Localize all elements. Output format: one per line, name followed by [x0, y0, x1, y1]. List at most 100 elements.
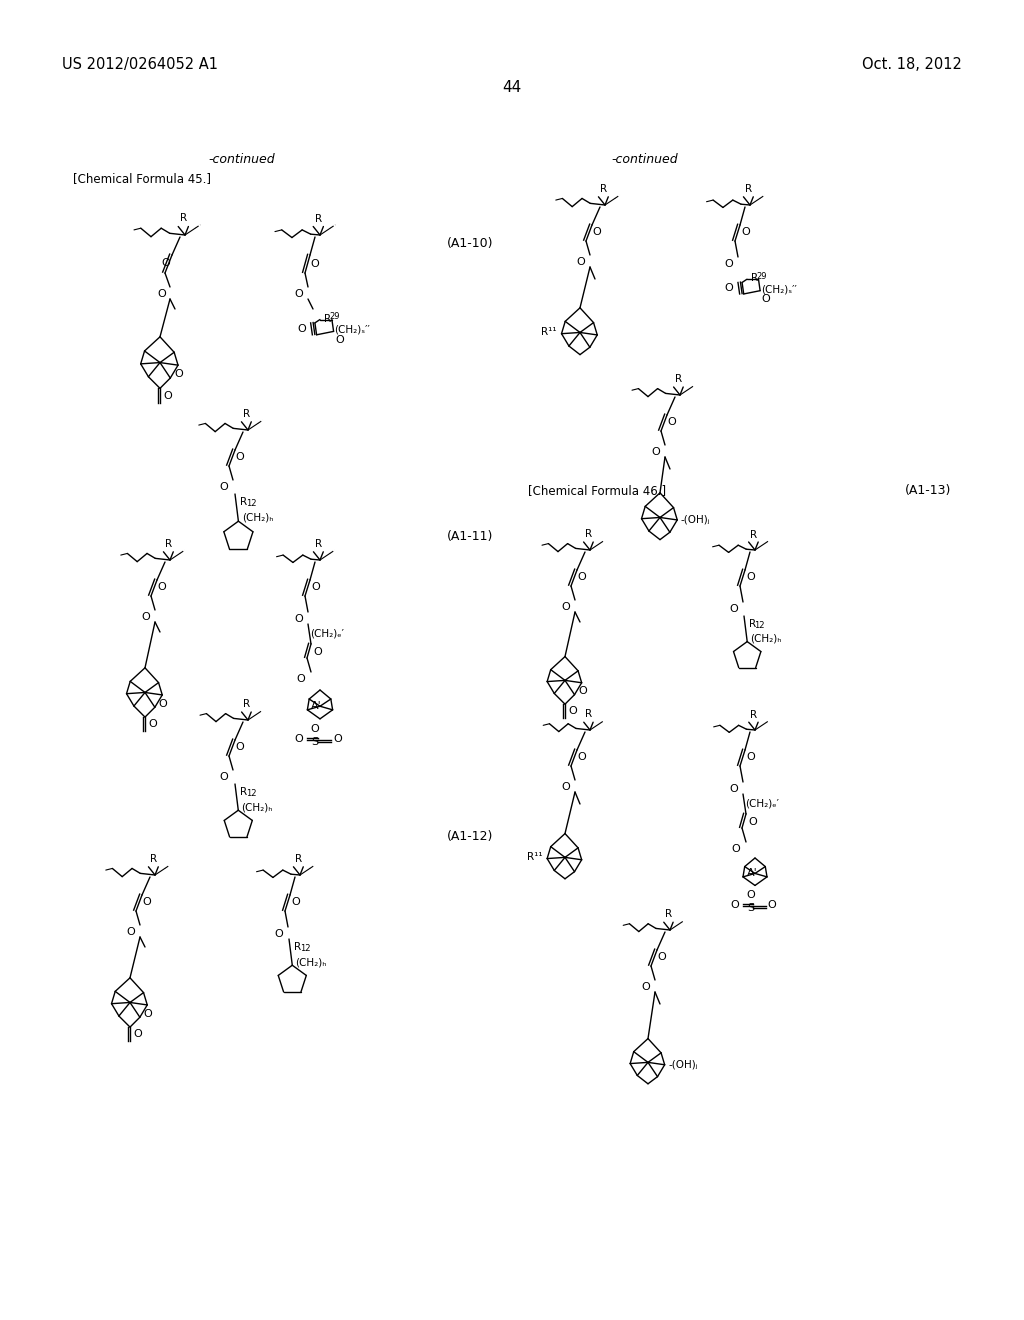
Text: O: O	[746, 752, 755, 762]
Text: O: O	[748, 817, 757, 828]
Text: R: R	[294, 942, 301, 952]
Text: S: S	[311, 737, 318, 747]
Text: R: R	[180, 213, 186, 223]
Text: 12: 12	[300, 944, 310, 953]
Text: R: R	[314, 214, 322, 224]
Text: R: R	[295, 854, 302, 865]
Text: R: R	[325, 314, 332, 323]
Text: O: O	[158, 289, 166, 300]
Text: O: O	[333, 734, 342, 744]
Text: O: O	[142, 898, 151, 907]
Text: O: O	[294, 614, 303, 624]
Text: R: R	[600, 183, 607, 194]
Text: (CH₂)ₕ: (CH₂)ₕ	[242, 803, 273, 812]
Text: O: O	[311, 582, 319, 591]
Text: R: R	[585, 709, 592, 719]
Text: 29: 29	[756, 272, 767, 281]
Text: O: O	[731, 843, 740, 854]
Text: O: O	[577, 752, 586, 762]
Text: US 2012/0264052 A1: US 2012/0264052 A1	[62, 57, 218, 73]
Text: O: O	[651, 447, 660, 457]
Text: R: R	[150, 854, 157, 863]
Text: R: R	[750, 710, 757, 719]
Text: R: R	[314, 540, 322, 549]
Text: R: R	[243, 408, 250, 418]
Text: O: O	[729, 605, 738, 614]
Text: O: O	[310, 723, 319, 734]
Text: (CH₂)ₕ: (CH₂)ₕ	[751, 634, 782, 644]
Text: O: O	[667, 417, 676, 426]
Text: O: O	[725, 284, 733, 293]
Text: 12: 12	[755, 620, 765, 630]
Text: -continued: -continued	[209, 153, 275, 166]
Text: O: O	[657, 952, 666, 962]
Text: O: O	[291, 898, 300, 907]
Text: O: O	[295, 734, 303, 744]
Text: Oct. 18, 2012: Oct. 18, 2012	[862, 57, 962, 73]
Text: O: O	[297, 323, 306, 334]
Text: O: O	[731, 900, 739, 909]
Text: 12: 12	[246, 499, 257, 508]
Text: O: O	[568, 706, 578, 715]
Text: (A1-11): (A1-11)	[447, 531, 494, 543]
Text: O: O	[294, 289, 303, 300]
Text: O: O	[741, 227, 750, 238]
Text: O: O	[126, 927, 135, 937]
Text: R: R	[240, 498, 247, 507]
Text: [Chemical Formula 45.]: [Chemical Formula 45.]	[73, 172, 211, 185]
Text: R: R	[751, 273, 758, 284]
Text: R: R	[165, 539, 172, 549]
Text: O: O	[133, 1030, 142, 1039]
Text: -continued: -continued	[611, 153, 678, 166]
Text: O: O	[141, 612, 150, 622]
Text: 44: 44	[503, 81, 521, 95]
Text: O: O	[762, 294, 770, 304]
Text: (CH₂)ₛ′′: (CH₂)ₛ′′	[335, 325, 371, 334]
Text: S: S	[746, 903, 754, 912]
Text: O: O	[219, 482, 228, 492]
Text: R¹¹: R¹¹	[526, 853, 543, 862]
Text: O: O	[561, 781, 570, 792]
Text: R: R	[744, 185, 752, 194]
Text: O: O	[577, 572, 586, 582]
Text: O: O	[578, 686, 587, 696]
Text: (CH₂)ₑ′: (CH₂)ₑ′	[310, 628, 344, 638]
Text: R: R	[240, 787, 247, 797]
Text: O: O	[592, 227, 601, 238]
Text: R: R	[243, 698, 250, 709]
Text: -(OH)ⱼ: -(OH)ⱼ	[668, 1060, 697, 1069]
Text: O: O	[159, 698, 167, 709]
Text: O: O	[745, 890, 755, 900]
Text: O: O	[724, 259, 733, 269]
Text: (CH₂)ₛ′′: (CH₂)ₛ′′	[761, 284, 797, 294]
Text: O: O	[746, 572, 755, 582]
Text: O: O	[157, 582, 166, 591]
Text: A': A'	[746, 869, 758, 878]
Text: O: O	[729, 784, 738, 795]
Text: O: O	[296, 675, 305, 684]
Text: O: O	[234, 742, 244, 752]
Text: (CH₂)ₕ: (CH₂)ₕ	[296, 957, 327, 968]
Text: O: O	[767, 900, 776, 909]
Text: O: O	[219, 772, 228, 781]
Text: R: R	[665, 909, 672, 919]
Text: (A1-10): (A1-10)	[447, 238, 494, 249]
Text: O: O	[143, 1008, 153, 1019]
Text: R¹¹: R¹¹	[541, 327, 557, 338]
Text: O: O	[641, 982, 650, 993]
Text: O: O	[274, 929, 283, 939]
Text: R: R	[750, 529, 757, 540]
Text: [Chemical Formula 46.]: [Chemical Formula 46.]	[528, 484, 667, 498]
Text: O: O	[174, 370, 182, 379]
Text: A': A'	[311, 701, 323, 711]
Text: (A1-12): (A1-12)	[447, 830, 494, 843]
Text: O: O	[148, 719, 158, 729]
Text: O: O	[335, 335, 344, 345]
Text: O: O	[161, 257, 170, 268]
Text: O: O	[310, 259, 318, 269]
Text: O: O	[234, 451, 244, 462]
Text: R: R	[749, 619, 756, 630]
Text: O: O	[561, 602, 570, 612]
Text: -(OH)ⱼ: -(OH)ⱼ	[681, 515, 711, 525]
Text: R: R	[585, 529, 592, 539]
